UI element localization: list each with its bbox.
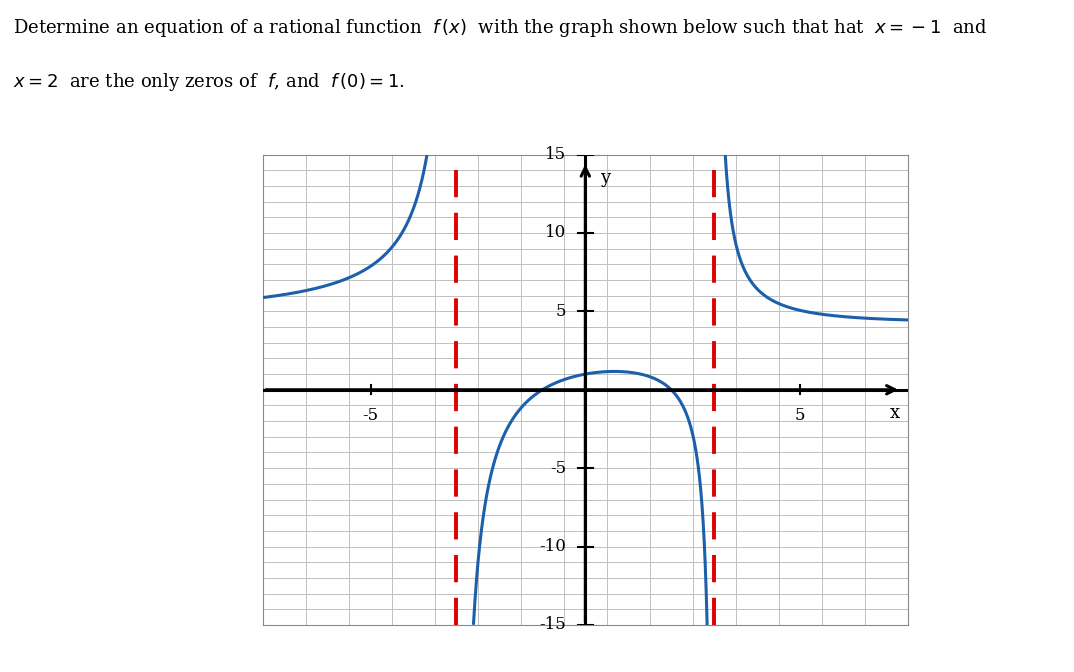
Text: x: x [889, 404, 900, 422]
Text: 10: 10 [545, 224, 566, 241]
Text: -5: -5 [362, 407, 379, 424]
Text: Determine an equation of a rational function  $f\,(x)$  with the graph shown bel: Determine an equation of a rational func… [13, 17, 987, 39]
Text: -15: -15 [539, 616, 566, 634]
Text: y: y [600, 169, 610, 187]
Text: $x=2$  are the only zeros of  $f$, and  $f\,(0)=1$.: $x=2$ are the only zeros of $f$, and $f\… [13, 71, 405, 93]
Text: 5: 5 [555, 303, 566, 320]
Text: -10: -10 [539, 538, 566, 555]
Text: 5: 5 [795, 407, 806, 424]
Text: 15: 15 [545, 146, 566, 163]
Text: -5: -5 [550, 460, 566, 476]
